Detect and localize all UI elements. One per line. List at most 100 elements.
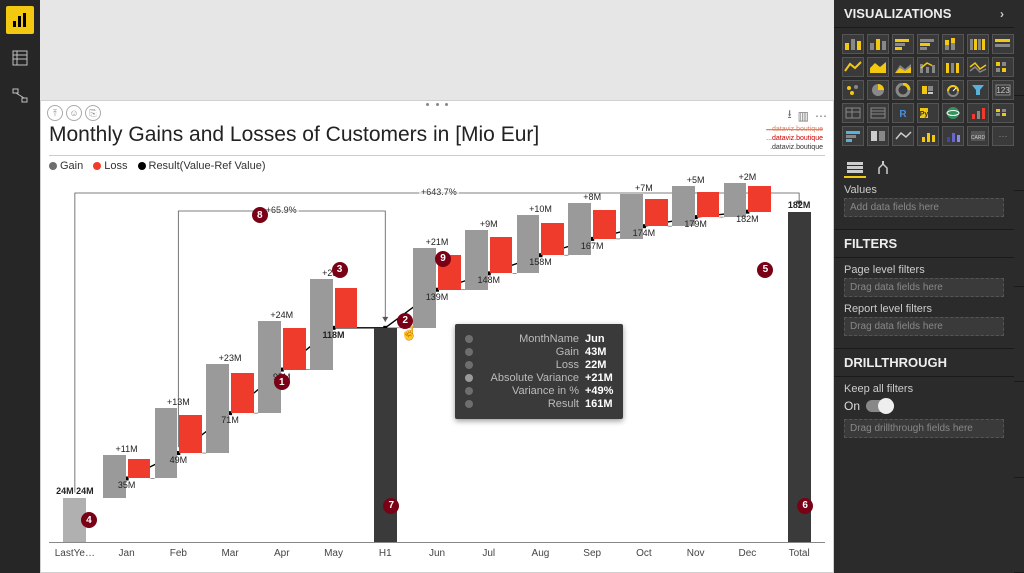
keep-all-filters-toggle[interactable]: On bbox=[844, 399, 1004, 413]
drillthrough-panel-header[interactable]: DRILLTHROUGH bbox=[834, 348, 1014, 377]
viz-type-icon[interactable] bbox=[842, 126, 864, 146]
format-tab-icon[interactable] bbox=[872, 160, 894, 178]
loss-bar[interactable] bbox=[179, 415, 202, 453]
visual-header-filter-icon[interactable]: ▥ bbox=[798, 109, 809, 123]
model-view-icon[interactable] bbox=[6, 82, 34, 110]
loss-bar[interactable] bbox=[490, 237, 513, 273]
pillar-value-label: 182M bbox=[788, 200, 811, 210]
gain-bar[interactable] bbox=[413, 248, 436, 328]
gain-bar[interactable] bbox=[310, 279, 333, 370]
x-axis-label: Total bbox=[789, 548, 810, 559]
viz-type-icon[interactable] bbox=[842, 34, 864, 54]
viz-type-icon[interactable] bbox=[867, 126, 889, 146]
loss-bar[interactable] bbox=[283, 328, 306, 370]
viz-type-icon[interactable] bbox=[942, 126, 964, 146]
gain-bar[interactable] bbox=[103, 455, 126, 499]
viz-type-icon[interactable]: R bbox=[892, 103, 914, 123]
annotation-label: +65.9% bbox=[264, 205, 299, 215]
gain-bar[interactable] bbox=[724, 183, 747, 217]
viz-type-icon[interactable] bbox=[867, 34, 889, 54]
gain-bar[interactable] bbox=[155, 408, 178, 479]
loss-bar[interactable] bbox=[231, 373, 254, 413]
loss-bar[interactable] bbox=[748, 186, 771, 211]
result-label: 49M bbox=[170, 455, 188, 465]
report-level-filters-label: Report level filters bbox=[844, 303, 1004, 315]
x-axis-label: Dec bbox=[738, 548, 756, 559]
loss-bar[interactable] bbox=[645, 199, 668, 226]
visualizations-panel-header[interactable]: VISUALIZATIONS › bbox=[834, 0, 1014, 28]
values-well-label: Values bbox=[844, 184, 1004, 196]
viz-type-icon[interactable] bbox=[867, 80, 889, 100]
custom-visual-container[interactable]: ⤒ ☺ ⎘ ⭳ ▥ ⋯ Monthly Gains and Losses of … bbox=[40, 100, 834, 573]
viz-type-icon[interactable] bbox=[967, 34, 989, 54]
viz-type-icon[interactable] bbox=[917, 80, 939, 100]
loss-bar[interactable] bbox=[593, 210, 616, 239]
page-level-filters-dropzone[interactable]: Drag data fields here bbox=[844, 278, 1004, 297]
viz-type-icon[interactable] bbox=[942, 80, 964, 100]
loss-bar[interactable] bbox=[697, 192, 720, 217]
viz-type-icon[interactable] bbox=[917, 57, 939, 77]
viz-type-icon[interactable] bbox=[892, 34, 914, 54]
viz-type-icon[interactable] bbox=[892, 80, 914, 100]
chart-plot-area[interactable]: +65.9%+643.7%LastYe…24M 24MJan+11M35MFeb… bbox=[49, 179, 825, 564]
loss-bar[interactable] bbox=[128, 459, 151, 479]
report-view-icon[interactable] bbox=[6, 6, 34, 34]
viz-type-icon[interactable]: ⋯ bbox=[992, 126, 1014, 146]
report-level-filters-dropzone[interactable]: Drag data fields here bbox=[844, 317, 1004, 336]
viz-type-icon[interactable] bbox=[992, 34, 1014, 54]
chart-title: Monthly Gains and Losses of Customers in… bbox=[49, 123, 539, 147]
viz-type-icon[interactable]: Py bbox=[917, 103, 939, 123]
svg-text:Py: Py bbox=[920, 111, 929, 118]
visual-drag-grip-icon[interactable] bbox=[426, 103, 448, 108]
loss-bar[interactable] bbox=[335, 288, 358, 328]
chart-watermark: ...dataviz.boutique ...dataviz.boutique … bbox=[766, 125, 823, 152]
viz-type-icon[interactable] bbox=[892, 57, 914, 77]
left-nav-rail bbox=[0, 0, 40, 573]
result-label: 71M bbox=[221, 415, 239, 425]
visual-header-pin-icon[interactable]: ⤒ bbox=[47, 105, 63, 121]
viz-type-icon[interactable] bbox=[992, 57, 1014, 77]
viz-type-icon[interactable] bbox=[867, 57, 889, 77]
x-axis-label: Nov bbox=[687, 548, 705, 559]
viz-type-icon[interactable] bbox=[992, 103, 1014, 123]
viz-type-icon[interactable] bbox=[967, 57, 989, 77]
viz-type-icon[interactable] bbox=[842, 57, 864, 77]
page-level-filters-label: Page level filters bbox=[844, 264, 1004, 276]
gain-bar[interactable] bbox=[258, 321, 281, 414]
visual-header-export-icon[interactable]: ⭳ bbox=[787, 105, 791, 126]
legend-item: Gain bbox=[49, 160, 83, 172]
viz-type-icon[interactable] bbox=[942, 57, 964, 77]
viz-type-icon[interactable] bbox=[842, 80, 864, 100]
viz-type-icon[interactable]: CARD bbox=[967, 126, 989, 146]
viz-type-icon[interactable]: 123 bbox=[992, 80, 1014, 100]
x-axis-label: LastYe… bbox=[55, 548, 95, 559]
delta-label: +13M bbox=[167, 397, 190, 407]
x-axis-label: Oct bbox=[636, 548, 652, 559]
visual-header-person-icon[interactable]: ☺ bbox=[66, 105, 82, 121]
x-axis-label: May bbox=[324, 548, 343, 559]
values-well-dropzone[interactable]: Add data fields here bbox=[844, 198, 1004, 217]
viz-type-icon[interactable] bbox=[842, 103, 864, 123]
viz-type-icon[interactable] bbox=[892, 126, 914, 146]
visual-header-more-icon[interactable]: ⋯ bbox=[815, 109, 827, 123]
collapsed-fields-rail[interactable] bbox=[1014, 0, 1024, 573]
viz-type-icon[interactable] bbox=[967, 103, 989, 123]
result-label: 174M bbox=[633, 228, 656, 238]
viz-type-icon[interactable] bbox=[917, 34, 939, 54]
chevron-right-icon[interactable]: › bbox=[1000, 7, 1004, 21]
viz-type-icon[interactable] bbox=[867, 103, 889, 123]
viz-type-icon[interactable] bbox=[942, 103, 964, 123]
subtotal-pillar[interactable] bbox=[788, 212, 811, 542]
gain-bar[interactable] bbox=[206, 364, 229, 453]
report-canvas[interactable]: ⤒ ☺ ⎘ ⭳ ▥ ⋯ Monthly Gains and Losses of … bbox=[40, 0, 834, 573]
viz-type-icon[interactable] bbox=[917, 126, 939, 146]
visual-header-copy-icon[interactable]: ⎘ bbox=[85, 105, 101, 121]
data-view-icon[interactable] bbox=[6, 44, 34, 72]
drillthrough-dropzone[interactable]: Drag drillthrough fields here bbox=[844, 419, 1004, 438]
viz-type-icon[interactable] bbox=[967, 80, 989, 100]
viz-type-icon[interactable] bbox=[942, 34, 964, 54]
fields-tab-icon[interactable] bbox=[844, 160, 866, 178]
loss-bar[interactable] bbox=[541, 223, 564, 256]
result-label: 148M bbox=[477, 275, 500, 285]
filters-panel-header[interactable]: FILTERS bbox=[834, 229, 1014, 258]
